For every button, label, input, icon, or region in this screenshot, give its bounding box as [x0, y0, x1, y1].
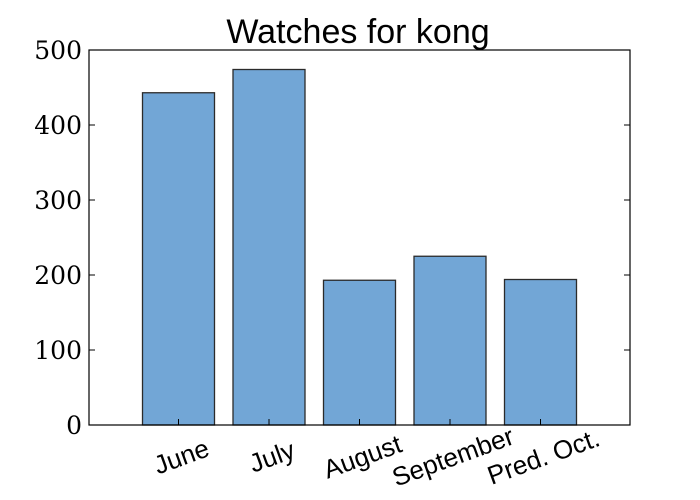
bar-pred-oct: [503, 278, 578, 426]
bar-july: [232, 68, 306, 426]
y-tick-label: 500: [34, 36, 82, 65]
x-tick-label: June: [150, 433, 213, 480]
y-tick-label: 0: [66, 411, 82, 440]
y-tick-label: 200: [34, 261, 82, 290]
chart-title: Watches for kong: [226, 13, 489, 51]
plot-area-frame: [88, 49, 631, 426]
bar-august: [322, 279, 397, 426]
x-tick-label: July: [245, 435, 299, 479]
bar-june: [141, 92, 216, 426]
bars-group: [141, 68, 578, 426]
bar-september: [413, 255, 487, 426]
y-axis: 0 100 200 300 400 500: [34, 36, 630, 440]
y-tick-label: 300: [34, 186, 82, 215]
y-tick-label: 100: [34, 336, 82, 365]
y-tick-label: 400: [34, 111, 82, 140]
